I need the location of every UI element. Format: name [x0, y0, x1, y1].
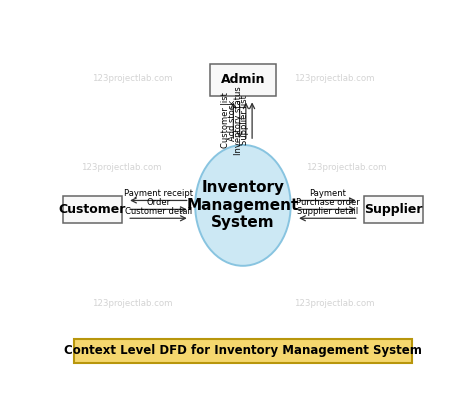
Text: Purchase order: Purchase order	[296, 198, 359, 207]
Text: 123projectlab.com: 123projectlab.com	[92, 299, 173, 309]
Text: Inventory status: Inventory status	[234, 86, 243, 155]
Text: Inventory
Management
System: Inventory Management System	[187, 180, 299, 230]
Text: Order: Order	[146, 198, 171, 207]
Text: Context Level DFD for Inventory Management System: Context Level DFD for Inventory Manageme…	[64, 344, 422, 357]
Text: 123projectlab.com: 123projectlab.com	[306, 163, 386, 172]
Text: Supplier detail: Supplier detail	[297, 207, 358, 216]
Text: 123projectlab.com: 123projectlab.com	[294, 74, 375, 83]
Text: Customer list: Customer list	[221, 93, 230, 148]
Text: Payment: Payment	[309, 189, 346, 198]
Text: Payment receipt: Payment receipt	[124, 189, 193, 198]
FancyBboxPatch shape	[74, 339, 412, 363]
Text: 123projectlab.com: 123projectlab.com	[82, 163, 162, 172]
Text: Supplier: Supplier	[365, 203, 423, 216]
Text: Add stock: Add stock	[228, 100, 237, 141]
Text: Customer detail: Customer detail	[125, 207, 192, 216]
Text: Admin: Admin	[221, 73, 265, 86]
FancyBboxPatch shape	[210, 64, 276, 96]
Text: 123projectlab.com: 123projectlab.com	[92, 74, 173, 83]
FancyBboxPatch shape	[364, 196, 423, 223]
Text: Supplier list: Supplier list	[240, 95, 249, 145]
Ellipse shape	[195, 145, 291, 266]
Text: 123projectlab.com: 123projectlab.com	[294, 299, 375, 309]
FancyBboxPatch shape	[63, 196, 122, 223]
Text: Customer: Customer	[59, 203, 126, 216]
